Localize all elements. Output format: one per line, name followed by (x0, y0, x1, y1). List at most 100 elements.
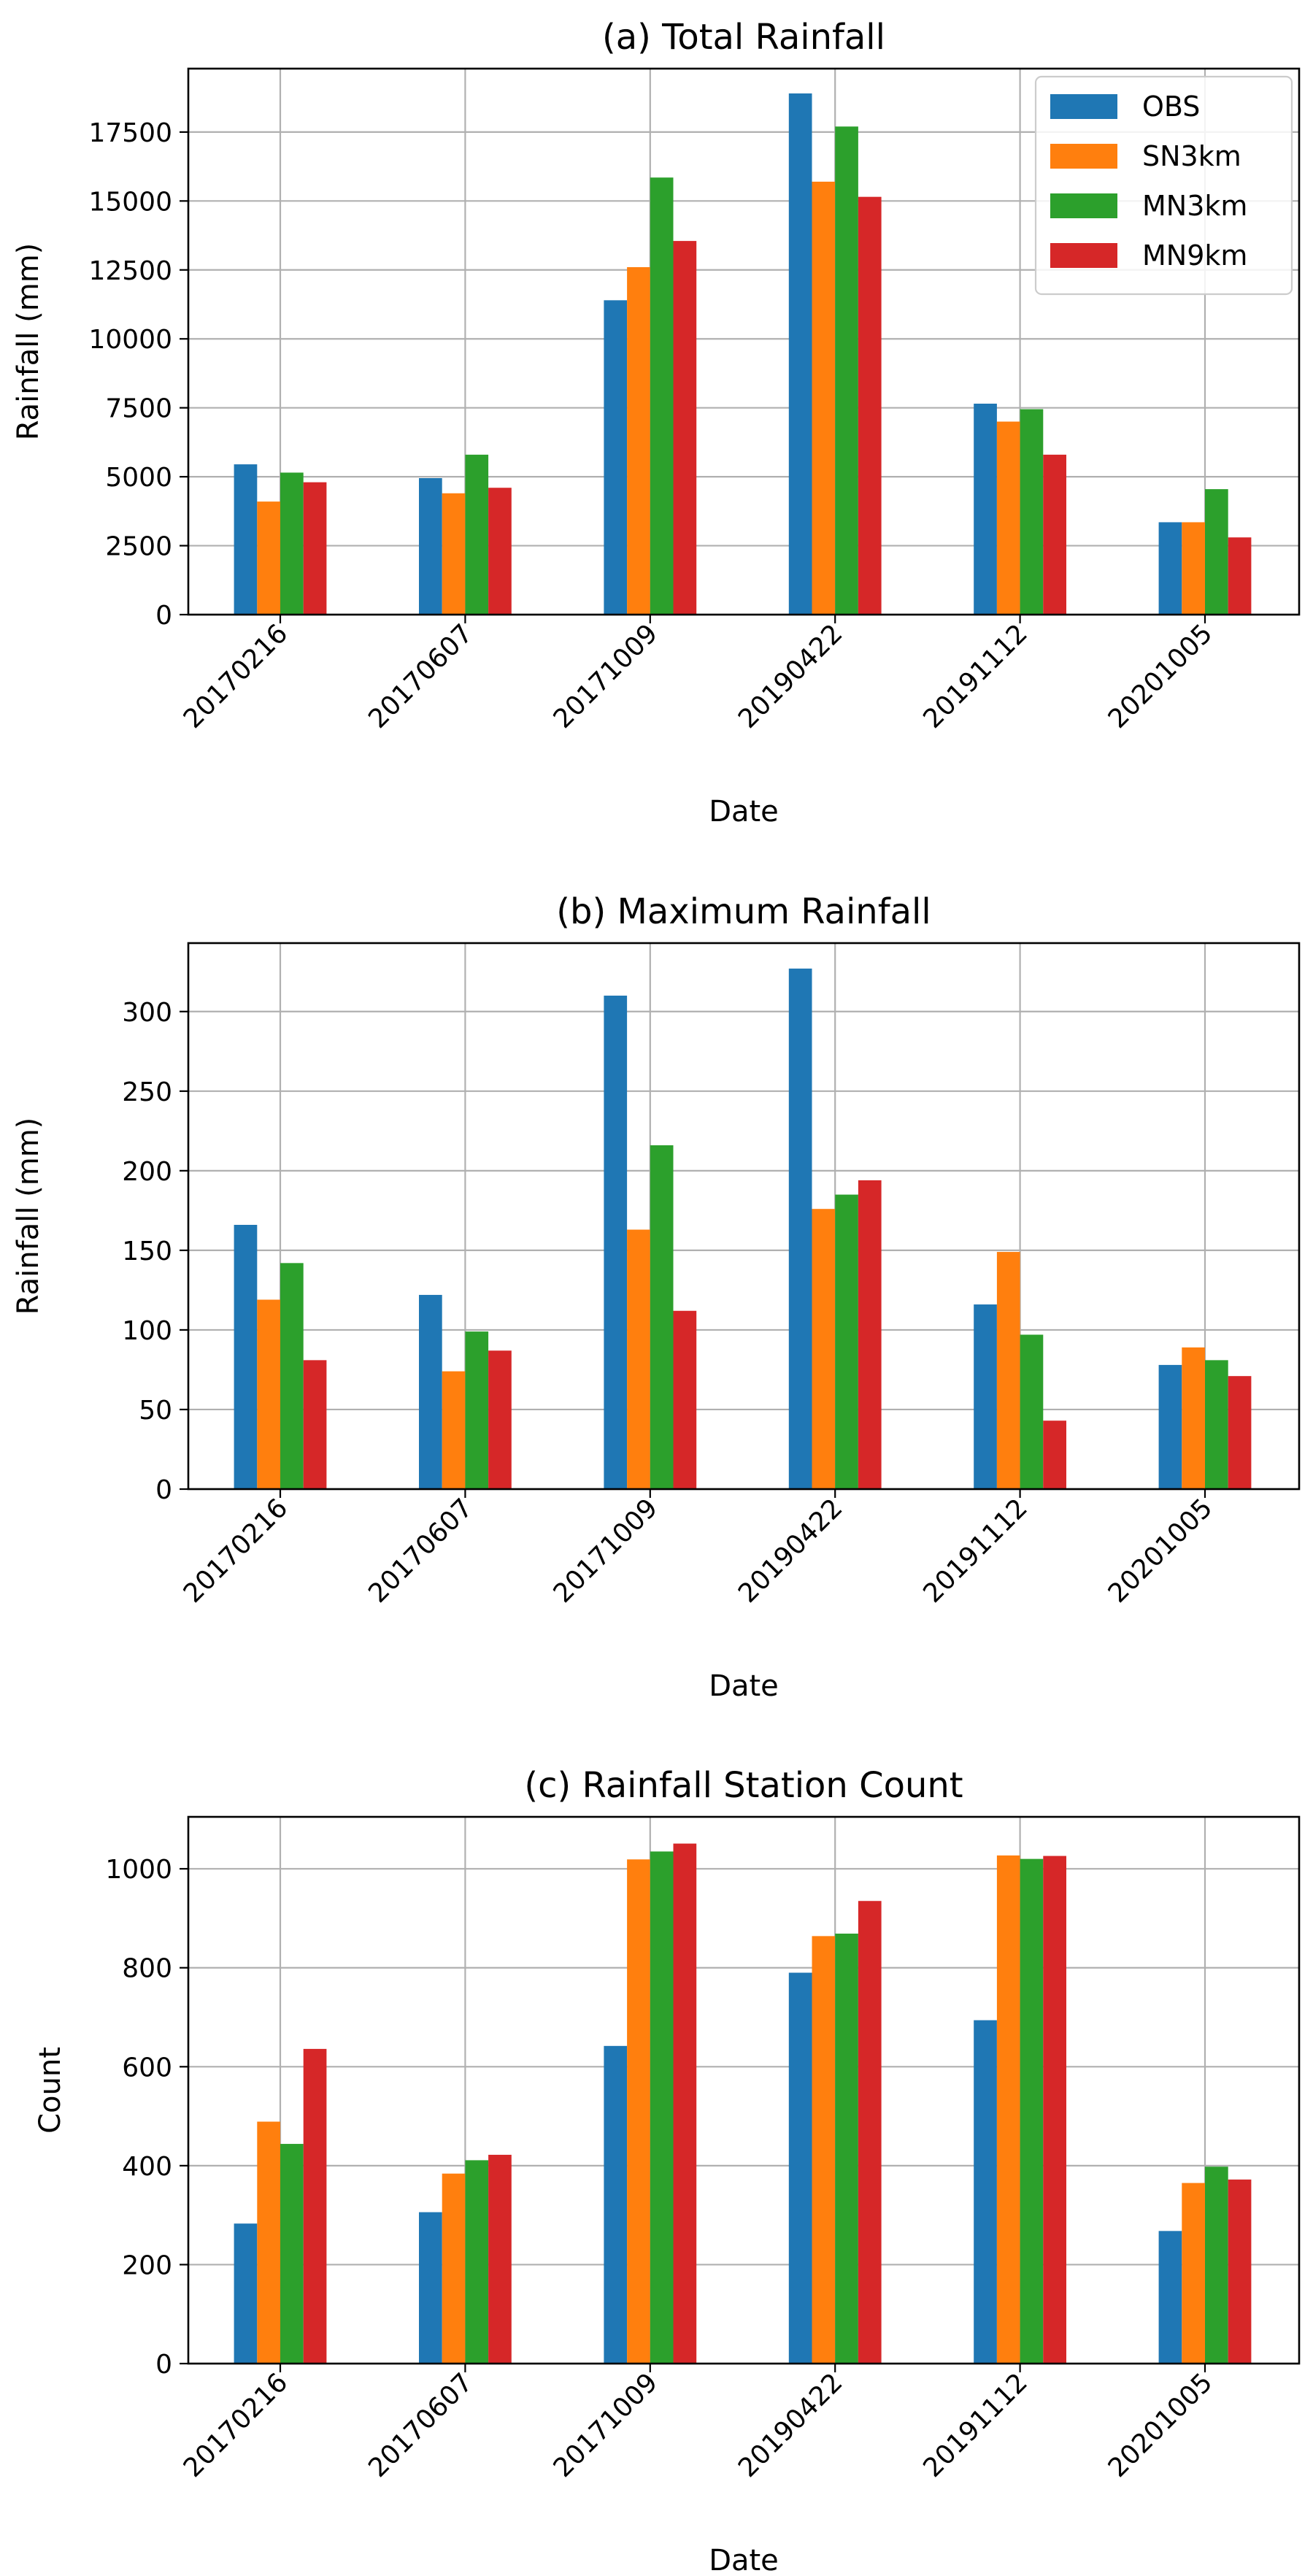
plot-frame (187, 942, 1301, 1491)
legend-label-obs: OBS (1142, 91, 1200, 123)
bar-sn3km-20201005 (1182, 2183, 1205, 2364)
y-tick-label: 1000 (105, 1855, 172, 1885)
y-tick-label: 2500 (105, 532, 172, 562)
chart-title: (a) Total Rainfall (602, 17, 885, 58)
y-tick-label: 600 (122, 2053, 172, 2083)
legend-swatch-mn3km (1050, 193, 1117, 218)
bar-obs-20170607 (419, 478, 442, 615)
bar-mn9km-20170216 (303, 1360, 327, 1489)
bar-obs-20171009 (604, 2045, 628, 2364)
bar-sn3km-20171009 (627, 267, 650, 615)
bar-obs-20190422 (788, 968, 812, 1489)
legend-label-mn9km: MN9km (1142, 239, 1247, 272)
legend-swatch-obs (1050, 94, 1117, 119)
bar-mn3km-20171009 (650, 1851, 674, 2364)
y-tick-label: 150 (122, 1237, 172, 1266)
bar-mn9km-20170216 (303, 482, 327, 615)
y-tick-label: 200 (122, 1157, 172, 1187)
y-tick-label: 17500 (88, 118, 172, 148)
bar-mn3km-20171009 (650, 177, 674, 615)
y-tick-label: 12500 (88, 256, 172, 286)
bar-mn3km-20171009 (650, 1145, 674, 1489)
y-tick-label: 7500 (105, 394, 172, 424)
plot-frame (187, 67, 1301, 616)
bar-sn3km-20191112 (996, 421, 1020, 615)
y-tick-label: 0 (155, 601, 172, 631)
bar-sn3km-20170607 (442, 2173, 466, 2364)
bar-mn9km-20201005 (1228, 1376, 1252, 1489)
bar-sn3km-20190422 (812, 1936, 836, 2364)
bar-mn3km-20170216 (280, 2144, 304, 2364)
bar-obs-20190422 (788, 93, 812, 615)
bar-mn3km-20201005 (1205, 2166, 1228, 2364)
bar-mn9km-20171009 (673, 1843, 697, 2364)
legend-label-mn3km: MN3km (1142, 190, 1247, 222)
bar-mn9km-20171009 (673, 241, 697, 615)
bar-obs-20191112 (974, 404, 997, 615)
bar-mn3km-20170607 (465, 454, 489, 615)
bar-mn9km-20170607 (488, 2154, 512, 2364)
y-tick-label: 200 (122, 2250, 172, 2280)
bar-obs-20170216 (234, 464, 258, 615)
legend-swatch-mn9km (1050, 243, 1117, 268)
bar-obs-20170607 (419, 2212, 442, 2364)
bar-obs-20170216 (234, 2223, 258, 2364)
bar-sn3km-20171009 (627, 1229, 650, 1489)
bar-mn3km-20190422 (835, 126, 858, 615)
bar-sn3km-20191112 (996, 1855, 1020, 2364)
bar-mn9km-20201005 (1228, 2179, 1252, 2364)
bar-mn9km-20201005 (1228, 537, 1252, 615)
bar-mn9km-20190422 (858, 1180, 882, 1489)
bar-sn3km-20170216 (257, 501, 280, 615)
y-tick-label: 0 (155, 1475, 172, 1505)
bar-mn9km-20170607 (488, 1350, 512, 1489)
chart-title: (b) Maximum Rainfall (556, 891, 931, 932)
plot-frame (187, 1815, 1301, 2365)
bar-sn3km-20170216 (257, 1299, 280, 1489)
y-tick-label: 250 (122, 1077, 172, 1107)
bar-sn3km-20170607 (442, 493, 466, 615)
x-axis-label: Date (709, 795, 779, 828)
bar-mn9km-20190422 (858, 196, 882, 615)
bar-mn9km-20171009 (673, 1310, 697, 1489)
bar-sn3km-20171009 (627, 1859, 650, 2364)
bar-mn3km-20191112 (1020, 1334, 1044, 1489)
y-tick-label: 50 (139, 1396, 172, 1426)
legend-label-sn3km: SN3km (1142, 140, 1241, 172)
bar-obs-20190422 (788, 1972, 812, 2364)
bar-mn3km-20191112 (1020, 1858, 1044, 2364)
y-tick-label: 800 (122, 1954, 172, 1984)
bar-mn3km-20170216 (280, 472, 304, 615)
bar-obs-20201005 (1158, 1364, 1182, 1489)
chart-title: (c) Rainfall Station Count (524, 1765, 963, 1806)
y-tick-label: 400 (122, 2152, 172, 2182)
bar-mn3km-20190422 (835, 1933, 858, 2364)
bar-mn9km-20191112 (1043, 1420, 1066, 1489)
y-axis-label: Count (34, 2047, 67, 2134)
bar-mn9km-20170216 (303, 2048, 327, 2364)
bar-mn3km-20190422 (835, 1194, 858, 1489)
y-tick-label: 0 (155, 2350, 172, 2380)
y-tick-label: 100 (122, 1316, 172, 1346)
bar-obs-20191112 (974, 1304, 997, 1489)
bar-obs-20201005 (1158, 2231, 1182, 2364)
bar-obs-20201005 (1158, 522, 1182, 615)
bar-mn3km-20201005 (1205, 1360, 1228, 1489)
bar-obs-20171009 (604, 995, 628, 1489)
legend-swatch-sn3km (1050, 144, 1117, 169)
bar-sn3km-20201005 (1182, 1347, 1205, 1489)
bar-mn3km-20170216 (280, 1263, 304, 1489)
legend-box (1034, 75, 1293, 296)
x-axis-label: Date (709, 1669, 779, 1703)
y-axis-label: Rainfall (mm) (12, 1118, 45, 1315)
bar-obs-20171009 (604, 300, 628, 615)
x-axis-label: Date (709, 2544, 779, 2576)
y-tick-label: 10000 (88, 325, 172, 355)
bar-obs-20170607 (419, 1294, 442, 1489)
bar-mn9km-20191112 (1043, 1856, 1066, 2364)
bar-obs-20170216 (234, 1224, 258, 1489)
bar-sn3km-20190422 (812, 181, 836, 615)
bar-mn9km-20191112 (1043, 454, 1066, 615)
bar-obs-20191112 (974, 2020, 997, 2364)
y-tick-label: 5000 (105, 463, 172, 493)
